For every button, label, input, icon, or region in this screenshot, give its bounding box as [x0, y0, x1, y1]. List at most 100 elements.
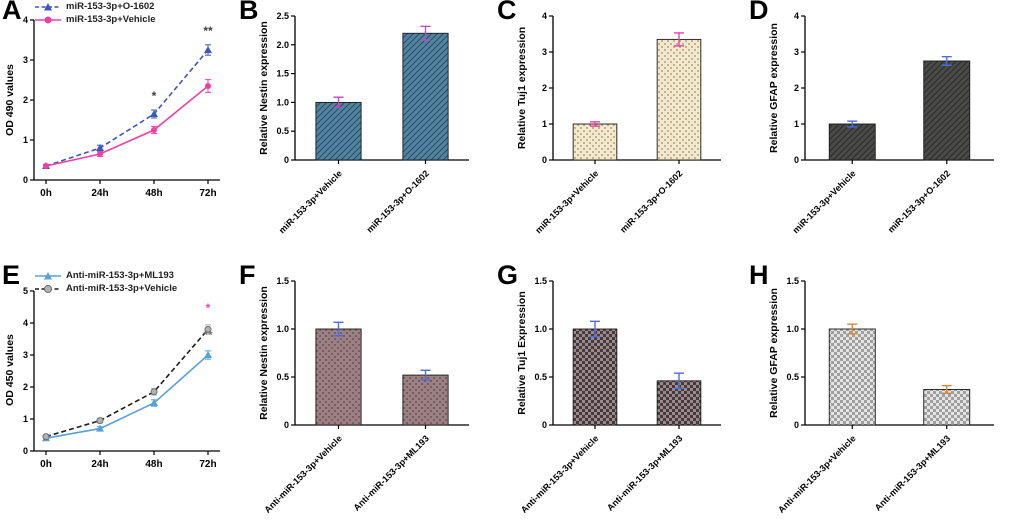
svg-text:**: **: [203, 328, 213, 342]
svg-text:24h: 24h: [91, 188, 108, 199]
svg-text:48h: 48h: [145, 459, 162, 470]
svg-text:2: 2: [794, 83, 799, 93]
bar-chart-B: 0 0.5 1.0 1.5 2.0 2.5 miR-153-3p+Vehicle miR-15…: [276, 11, 469, 235]
panel-letter-B: B: [239, 0, 259, 25]
svg-text:4: 4: [794, 11, 799, 21]
legend-entry: Anti-miR-153-3p+Vehicle: [34, 282, 177, 295]
panel-letter-D: D: [749, 0, 769, 25]
svg-text:72h: 72h: [199, 459, 216, 470]
legend-label: miR-153-3p+O-1602: [66, 1, 155, 12]
svg-text:miR-153-3p+O-1602: miR-153-3p+O-1602: [886, 168, 952, 234]
svg-text:miR-153-3p+O-1602: miR-153-3p+O-1602: [618, 168, 684, 234]
svg-text:Anti-miR-153-3p+ML193: Anti-miR-153-3p+ML193: [605, 433, 684, 512]
svg-text:72h: 72h: [199, 188, 216, 199]
svg-text:0: 0: [794, 420, 799, 430]
svg-text:48h: 48h: [145, 188, 162, 199]
legend-marker-solid-circle-icon: [35, 16, 61, 23]
panel-B: B Relative Nestin expression 0 0.5 1.0 1.5 2…: [237, 0, 495, 265]
svg-text:miR-153-3p+O-1602: miR-153-3p+O-1602: [365, 168, 431, 234]
legend-marker-dashed-triangle-icon: [35, 2, 61, 10]
svg-text:1.0: 1.0: [534, 324, 547, 334]
svg-text:0h: 0h: [40, 188, 52, 199]
svg-text:3: 3: [794, 47, 799, 57]
panel-A: A OD 490 values 0 1 2 3 4 0h 24h 48h 72h * ** miR-…: [0, 0, 237, 265]
panel-F: F Relative Nestin expression 0 0.5 1.0 1.5 A…: [237, 260, 495, 530]
svg-text:1: 1: [542, 119, 547, 129]
svg-text:1: 1: [23, 414, 28, 424]
svg-text:0: 0: [542, 420, 547, 430]
legend-marker-dashed-circle-icon: [35, 284, 61, 293]
svg-text:2: 2: [542, 83, 547, 93]
svg-text:*: *: [206, 301, 211, 315]
svg-text:2: 2: [23, 382, 28, 392]
svg-text:miR-153-3p+Vehicle: miR-153-3p+Vehicle: [791, 168, 858, 235]
svg-text:4: 4: [23, 15, 28, 25]
svg-text:4: 4: [542, 11, 547, 21]
panel-letter-H: H: [749, 260, 769, 290]
bar-chart-G: 0 0.5 1.0 1.5 Anti-miR-153-3p+Vehicle Anti-mi…: [519, 276, 721, 515]
svg-text:1: 1: [23, 135, 28, 145]
legend: Anti-miR-153-3p+ML193 Anti-miR-153-3p+Ve…: [34, 269, 177, 295]
svg-text:0: 0: [23, 446, 28, 456]
svg-text:Anti-miR-153-3p+Vehicle: Anti-miR-153-3p+Vehicle: [519, 433, 601, 515]
bar-chart-H: 0 0.5 1.0 1.5 Anti-miR-153-3p+Vehicle Anti-mi…: [776, 276, 994, 515]
svg-text:0.5: 0.5: [534, 372, 547, 382]
panel-G: G Relative Tuj1 Expression 0 0.5 1.0 1.5 Ant…: [495, 260, 747, 530]
svg-text:4: 4: [23, 318, 28, 328]
svg-text:0: 0: [794, 155, 799, 165]
panel-letter-F: F: [239, 260, 256, 290]
legend-label: Anti-miR-153-3p+ML193: [66, 270, 174, 281]
svg-text:0.5: 0.5: [276, 372, 289, 382]
svg-text:2.0: 2.0: [276, 40, 289, 50]
svg-text:3: 3: [542, 47, 547, 57]
svg-text:0: 0: [542, 155, 547, 165]
legend-label: Anti-miR-153-3p+Vehicle: [66, 283, 178, 294]
svg-text:1.5: 1.5: [534, 276, 547, 286]
panel-letter-E: E: [2, 260, 21, 290]
svg-text:0: 0: [23, 175, 28, 185]
panel-C: C Relative Tuj1 expression 0 1 2 3 4 miR-153-…: [495, 0, 747, 265]
svg-text:*: *: [152, 89, 157, 103]
svg-text:1.0: 1.0: [276, 97, 289, 107]
svg-text:3: 3: [23, 55, 28, 65]
bar-chart-F: 0 0.5 1.0 1.5 Anti-miR-153-3p+Vehicle Anti-mi…: [262, 276, 469, 515]
panel-letter-G: G: [497, 260, 519, 290]
legend: miR-153-3p+O-1602 miR-153-3p+Vehicle: [34, 0, 156, 26]
svg-text:1.5: 1.5: [786, 276, 799, 286]
svg-text:1.5: 1.5: [276, 69, 289, 79]
legend-label: miR-153-3p+Vehicle: [66, 14, 156, 25]
svg-text:1: 1: [794, 119, 799, 129]
legend-marker-solid-triangle-icon: [35, 271, 61, 279]
svg-text:5: 5: [23, 286, 28, 296]
svg-text:Anti-miR-153-3p+ML193: Anti-miR-153-3p+ML193: [352, 433, 431, 512]
bar-chart-D: 0 1 2 3 4 miR-153-3p+Vehicle miR-153-3p+O-1602: [791, 11, 994, 235]
svg-text:2: 2: [23, 95, 28, 105]
svg-text:Anti-miR-153-3p+Vehicle: Anti-miR-153-3p+Vehicle: [776, 433, 858, 515]
panel-H: H Relative GFAP expression 0 0.5 1.0 1.5 Ant…: [747, 260, 1020, 530]
legend-entry: miR-153-3p+O-1602: [34, 0, 156, 13]
svg-text:1.0: 1.0: [786, 324, 799, 334]
svg-text:1.0: 1.0: [276, 324, 289, 334]
svg-text:0h: 0h: [40, 459, 52, 470]
panel-D: D Relative GFAP expression 0 1 2 3 4 miR-153-…: [747, 0, 1020, 265]
panel-letter-C: C: [497, 0, 517, 25]
svg-text:miR-153-3p+Vehicle: miR-153-3p+Vehicle: [277, 168, 344, 235]
svg-text:3: 3: [23, 350, 28, 360]
legend-entry: miR-153-3p+Vehicle: [34, 13, 156, 26]
svg-text:1.5: 1.5: [276, 276, 289, 286]
svg-text:0.5: 0.5: [276, 126, 289, 136]
svg-text:miR-153-3p+Vehicle: miR-153-3p+Vehicle: [533, 168, 600, 235]
bar-chart-C: 0 1 2 3 4 miR-153-3p+Vehicle miR-153-3p+O-1602: [533, 11, 721, 235]
svg-text:0.5: 0.5: [786, 372, 799, 382]
svg-text:2.5: 2.5: [276, 11, 289, 21]
svg-text:Anti-miR-153-3p+Vehicle: Anti-miR-153-3p+Vehicle: [262, 433, 344, 515]
svg-text:Anti-miR-153-3p+ML193: Anti-miR-153-3p+ML193: [873, 433, 952, 512]
panel-E: E OD 450 values 0 1 2 3 4 5 0h 24h 48h 72h * ** Ant…: [0, 260, 237, 530]
svg-text:24h: 24h: [91, 459, 108, 470]
svg-text:0: 0: [284, 155, 289, 165]
svg-text:0: 0: [284, 420, 289, 430]
svg-text:**: **: [203, 24, 213, 38]
